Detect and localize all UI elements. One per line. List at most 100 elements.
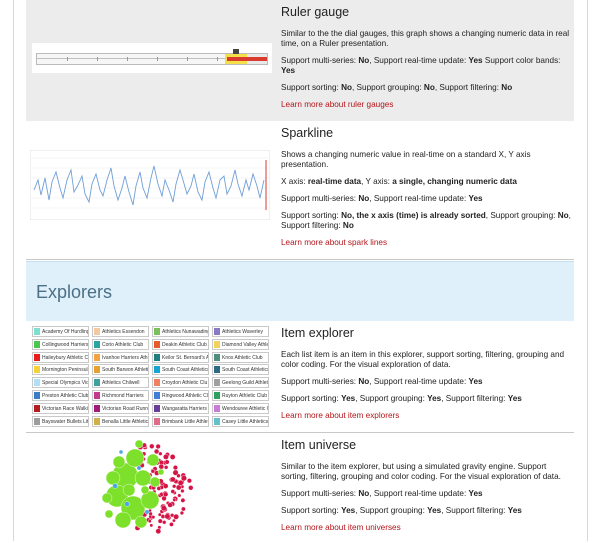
explorer-tile[interactable]: Deakin Athletic Club [152, 338, 209, 350]
explorer-tile[interactable]: Benalla Little Athletic [92, 415, 149, 427]
universe-bubble [163, 491, 169, 497]
ruler-tick [217, 57, 218, 61]
label: , Support filtering: [441, 394, 508, 403]
explorer-tile[interactable]: Athletics Chilwell [92, 377, 149, 389]
tile-label: Athletics Essendon [102, 329, 145, 335]
ruler-tick [97, 57, 98, 61]
value: No [342, 221, 354, 230]
sparkline-info: Sparkline Shows a changing numeric value… [281, 126, 571, 248]
tile-color-swatch [214, 340, 220, 348]
item-explorer-link[interactable]: Learn more about item explorers [281, 411, 400, 420]
tile-label: Athletics Chilwell [102, 380, 140, 387]
value: a single, changing numeric data [392, 177, 517, 186]
explorer-tile[interactable]: Geelong Guild Athleti [212, 377, 269, 389]
universe-bubble [176, 473, 181, 478]
tile-color-swatch [154, 366, 160, 374]
explorer-tile[interactable]: South Coast Athletics [152, 364, 209, 376]
universe-bubble [163, 465, 169, 470]
tile-color-swatch [34, 379, 40, 387]
item-universe-link[interactable]: Learn more about item universes [281, 523, 401, 532]
universe-bubble [101, 492, 113, 504]
tile-color-swatch [214, 417, 220, 425]
universe-bubble [147, 519, 152, 524]
universe-bubble [179, 510, 184, 516]
universe-bubble [148, 511, 153, 516]
tile-label: Corio Athletic Club [102, 341, 144, 348]
tile-color-swatch [94, 417, 100, 425]
universe-bubble [118, 449, 124, 455]
universe-bubble [112, 455, 126, 469]
tile-label: South Barwon Athletic [102, 367, 149, 374]
universe-bubble [188, 485, 194, 491]
explorer-tile[interactable]: Athletics Nunawading [152, 326, 209, 337]
sparkline-thumbnail[interactable] [29, 149, 271, 221]
explorer-tile[interactable]: Ruyton Athletic Club [212, 390, 269, 401]
universe-bubble [180, 488, 185, 494]
explorer-tile[interactable]: Croydon Athletic Clu [152, 377, 209, 389]
explorer-tile[interactable]: Corio Athletic Club [92, 338, 149, 350]
explorer-tile[interactable]: Casey Little Athletics [212, 415, 269, 427]
explorer-tile[interactable]: Academy Of Hurdling [32, 326, 89, 337]
explorer-tile[interactable]: Brimbank Little Athlet [152, 415, 209, 427]
ruler-tick [127, 57, 128, 61]
universe-bubble [172, 465, 178, 471]
item-universe-info: Item universe Similar to the item explor… [281, 438, 571, 533]
value: No [358, 489, 370, 498]
tile-label: Croydon Athletic Clu [162, 380, 208, 387]
explorer-tile[interactable]: Haileybury Athletic Cl [32, 351, 89, 363]
sparkline-link[interactable]: Learn more about spark lines [281, 238, 388, 247]
explorer-tile[interactable]: Victorian Road Runne [92, 402, 149, 414]
universe-bubble [177, 479, 184, 486]
item-explorer-thumbnail[interactable]: Academy Of Hurdling Athletics Essendon Ath… [32, 326, 272, 430]
tile-label: Preston Athletic Club [42, 393, 89, 399]
explorer-tile[interactable]: Bayswater Bullets Littl [32, 415, 89, 427]
value: No [358, 56, 370, 65]
explorer-tile[interactable]: Athletics Essendon [92, 326, 149, 337]
tile-label: Wangaratta Harriers [162, 405, 207, 412]
explorer-tile[interactable]: Special Olympics Vict [32, 377, 89, 389]
explorer-tile[interactable]: Keilor St. Bernard's At [152, 351, 209, 363]
label: , Support grouping: [355, 394, 428, 403]
ruler-tick [187, 57, 188, 61]
explorer-tile[interactable]: Wangaratta Harriers [152, 402, 209, 414]
tile-color-swatch [214, 379, 220, 387]
ruler-gauge-thumbnail[interactable] [32, 43, 272, 73]
tile-label: Benalla Little Athletic [102, 418, 149, 425]
tile-color-swatch [34, 417, 40, 425]
explorer-tile[interactable]: Victorian Race Walkin [32, 402, 89, 414]
universe-bubble [144, 509, 150, 515]
universe-bubble [104, 509, 114, 519]
explorer-tile[interactable]: Mornington Peninsula [32, 364, 89, 376]
universe-bubble [162, 483, 169, 489]
explorer-tile[interactable]: Richmond Harriers [92, 390, 149, 401]
label: Support multi-series: [281, 377, 359, 386]
universe-bubble [149, 443, 155, 449]
tile-label: Wendouree Athletic C [222, 405, 269, 412]
explorer-tile[interactable]: Athletics Waverley [212, 326, 269, 337]
explorer-tile[interactable]: Knox Athletic Club [212, 351, 269, 363]
value: No [423, 83, 435, 92]
explorer-tile[interactable]: Ringwood Athletic Club [152, 390, 209, 401]
value: Yes [427, 506, 442, 515]
label: Support multi-series: [281, 489, 359, 498]
explorer-tile[interactable]: Preston Athletic Club [32, 390, 89, 401]
tile-color-swatch [34, 392, 40, 399]
ruler-gauge-link[interactable]: Learn more about ruler gauges [281, 100, 394, 109]
label: Support sorting: [281, 394, 342, 403]
explorer-tile[interactable]: South Barwon Athletic [92, 364, 149, 376]
explorer-tile[interactable]: South Coast Athletics [212, 364, 269, 376]
universe-bubble [170, 489, 176, 494]
tile-label: Athletics Waverley [222, 329, 263, 335]
universe-bubble [114, 511, 132, 529]
explorer-tile[interactable]: Diamond Valley Athle [212, 338, 269, 350]
ruler-tick [67, 57, 68, 61]
universe-bubble [157, 512, 162, 517]
ruler-red-band [227, 57, 267, 61]
tile-label: Brimbank Little Athlet [162, 418, 209, 425]
explorer-tile[interactable]: Ivanhoe Harriers Athle [92, 351, 149, 363]
item-universe-thumbnail[interactable] [95, 438, 195, 538]
explorer-tile[interactable]: Wendouree Athletic C [212, 402, 269, 414]
explorer-tile[interactable]: Collingwood Harriers [32, 338, 89, 350]
universe-bubble [140, 485, 150, 495]
universe-bubble [136, 465, 142, 471]
